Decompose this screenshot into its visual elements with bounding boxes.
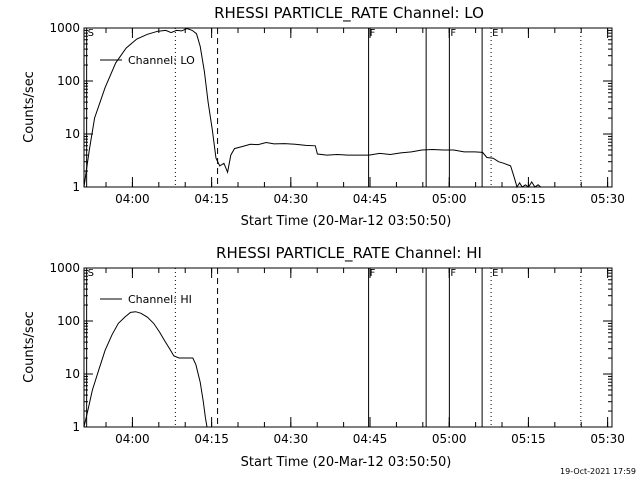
y-tick-label: 1 — [72, 420, 80, 434]
y-axis-label: Counts/sec — [22, 71, 37, 143]
y-tick-label: 10 — [65, 367, 80, 381]
y-tick-label: 10 — [65, 127, 80, 141]
x-tick-label: 05:15 — [511, 192, 546, 206]
x-tick-label: 04:15 — [194, 192, 229, 206]
legend-label: Channel: HI — [128, 293, 192, 306]
x-tick-label: 04:15 — [194, 432, 229, 446]
event-marker-label: F — [370, 268, 376, 279]
y-tick-label: 1000 — [49, 261, 80, 275]
y-tick-label: 100 — [57, 314, 80, 328]
x-tick-label: 04:45 — [353, 432, 388, 446]
y-tick-label: 1000 — [49, 21, 80, 35]
event-marker-label: F — [450, 28, 456, 39]
event-marker-label: E — [492, 28, 498, 39]
plot-area: 1 10 100 1000 04:00 04:15 04:30 04:45 05:00 05:15… — [49, 21, 624, 206]
x-tick-label: 04:30 — [274, 192, 309, 206]
series-line — [83, 311, 208, 428]
event-marker-label: E — [492, 268, 498, 279]
x-axis-label: Start Time (20-Mar-12 03:50:50) — [241, 214, 452, 229]
y-tick-label: 100 — [57, 74, 80, 88]
panel-hi: RHESSI PARTICLE_RATE Channel: HI Counts/… — [22, 244, 625, 470]
x-tick-label: 04:00 — [115, 192, 150, 206]
x-tick-label: 05:30 — [590, 432, 625, 446]
event-marker-label: F — [370, 28, 376, 39]
event-marker-label: S — [88, 28, 94, 39]
x-axis-label: Start Time (20-Mar-12 03:50:50) — [241, 455, 452, 470]
plot-frame — [83, 267, 613, 428]
x-tick-label: 05:15 — [511, 432, 546, 446]
x-tick-label: 05:00 — [432, 192, 467, 206]
panel-lo: RHESSI PARTICLE_RATE Channel: LO Counts/… — [22, 4, 625, 229]
y-tick-label: 1 — [72, 180, 80, 194]
x-tick-label: 04:45 — [353, 192, 388, 206]
panel-title: RHESSI PARTICLE_RATE Channel: HI — [216, 244, 482, 263]
event-marker-label: F — [450, 268, 456, 279]
x-tick-label: 05:00 — [432, 432, 467, 446]
y-axis-label: Counts/sec — [22, 311, 37, 383]
plot-area: 1 10 100 1000 04:00 04:15 04:30 04:45 05:00 05:15… — [49, 261, 624, 446]
series-line — [83, 27, 542, 189]
event-marker-label: S — [88, 268, 94, 279]
panel-title: RHESSI PARTICLE_RATE Channel: LO — [214, 4, 484, 23]
x-tick-label: 04:30 — [274, 432, 309, 446]
x-tick-label: 04:00 — [115, 432, 150, 446]
plot-frame — [83, 27, 613, 188]
x-tick-label: 05:30 — [590, 192, 625, 206]
legend-label: Channel: LO — [128, 54, 195, 67]
footer-timestamp: 19-Oct-2021 17:59 — [560, 467, 636, 476]
